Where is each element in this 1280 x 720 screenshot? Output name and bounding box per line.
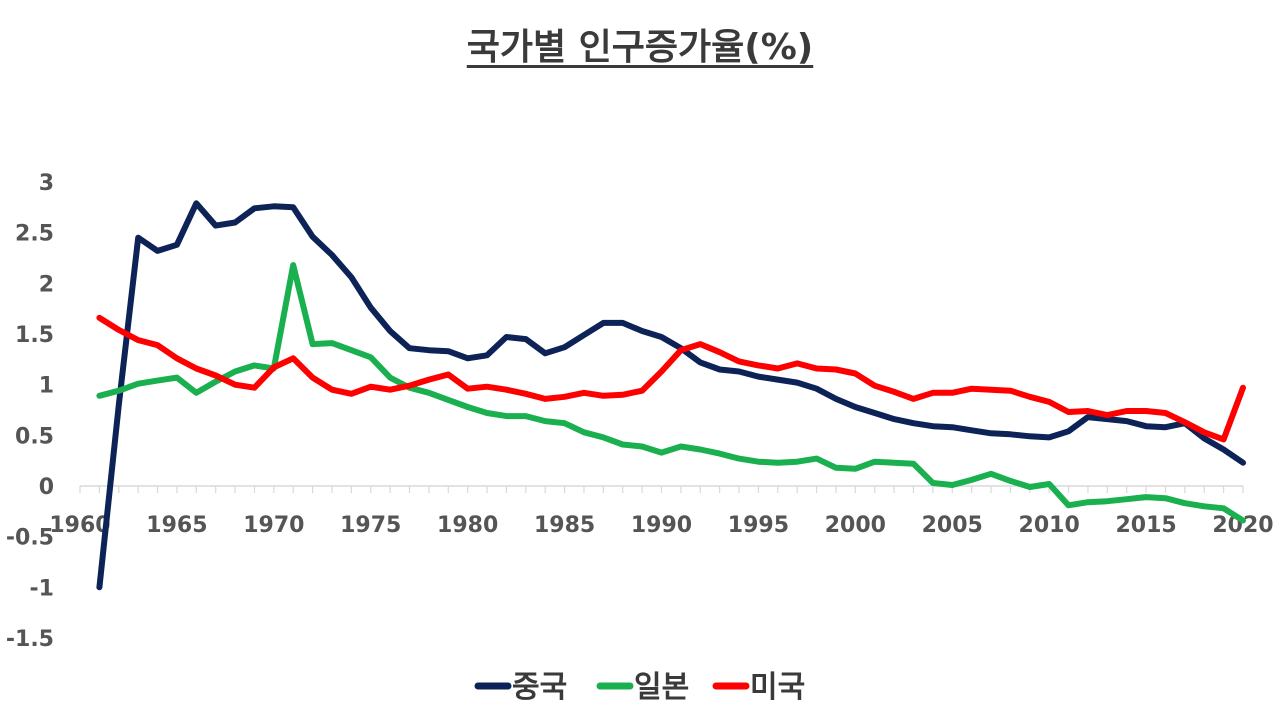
- x-tick-label: 1975: [340, 513, 401, 538]
- chart-title: 국가별 인구증가율(%): [466, 27, 814, 68]
- x-tick-label: 2005: [922, 513, 983, 538]
- x-tick-label: 2015: [1115, 513, 1176, 538]
- y-tick-label: -1.5: [6, 627, 54, 652]
- y-tick-label: 1: [39, 374, 54, 399]
- x-tick-label: 1990: [631, 513, 692, 538]
- legend-label-1: 일본: [634, 670, 689, 705]
- legend: 중국 일본 미국: [474, 670, 805, 705]
- y-tick-label: -1: [30, 576, 54, 601]
- y-tick-label: 0.5: [15, 424, 54, 449]
- x-tick-label: 1985: [534, 513, 595, 538]
- x-tick-label: 2010: [1019, 513, 1080, 538]
- x-tick-label: 1995: [728, 513, 789, 538]
- y-tick-label: 0: [39, 475, 54, 500]
- x-tick-label: 1965: [146, 513, 207, 538]
- x-tick-label: 1980: [437, 513, 498, 538]
- legend-label-0: 중국: [512, 670, 567, 705]
- series-line-1: [96, 262, 1246, 524]
- y-tick-label: 1.5: [15, 323, 54, 348]
- series-line-0: [96, 200, 1246, 591]
- y-tick-label: -0.5: [6, 526, 54, 551]
- y-tick-label: 2: [39, 272, 54, 297]
- axes: 1960 1965 1970 1975 1980 1985 1990 1995 2000 2005…: [6, 171, 1274, 652]
- y-tick-label: 3: [39, 171, 54, 196]
- y-tick-label: 2.5: [15, 222, 54, 247]
- series-layer: [96, 200, 1246, 591]
- x-tick-label: 1970: [243, 513, 304, 538]
- x-tick-label: 2000: [825, 513, 886, 538]
- x-tick-label: 2020: [1212, 513, 1273, 538]
- series-line-2: [96, 314, 1246, 443]
- x-tick-label: 1960: [49, 513, 110, 538]
- legend-label-2: 미국: [750, 670, 805, 705]
